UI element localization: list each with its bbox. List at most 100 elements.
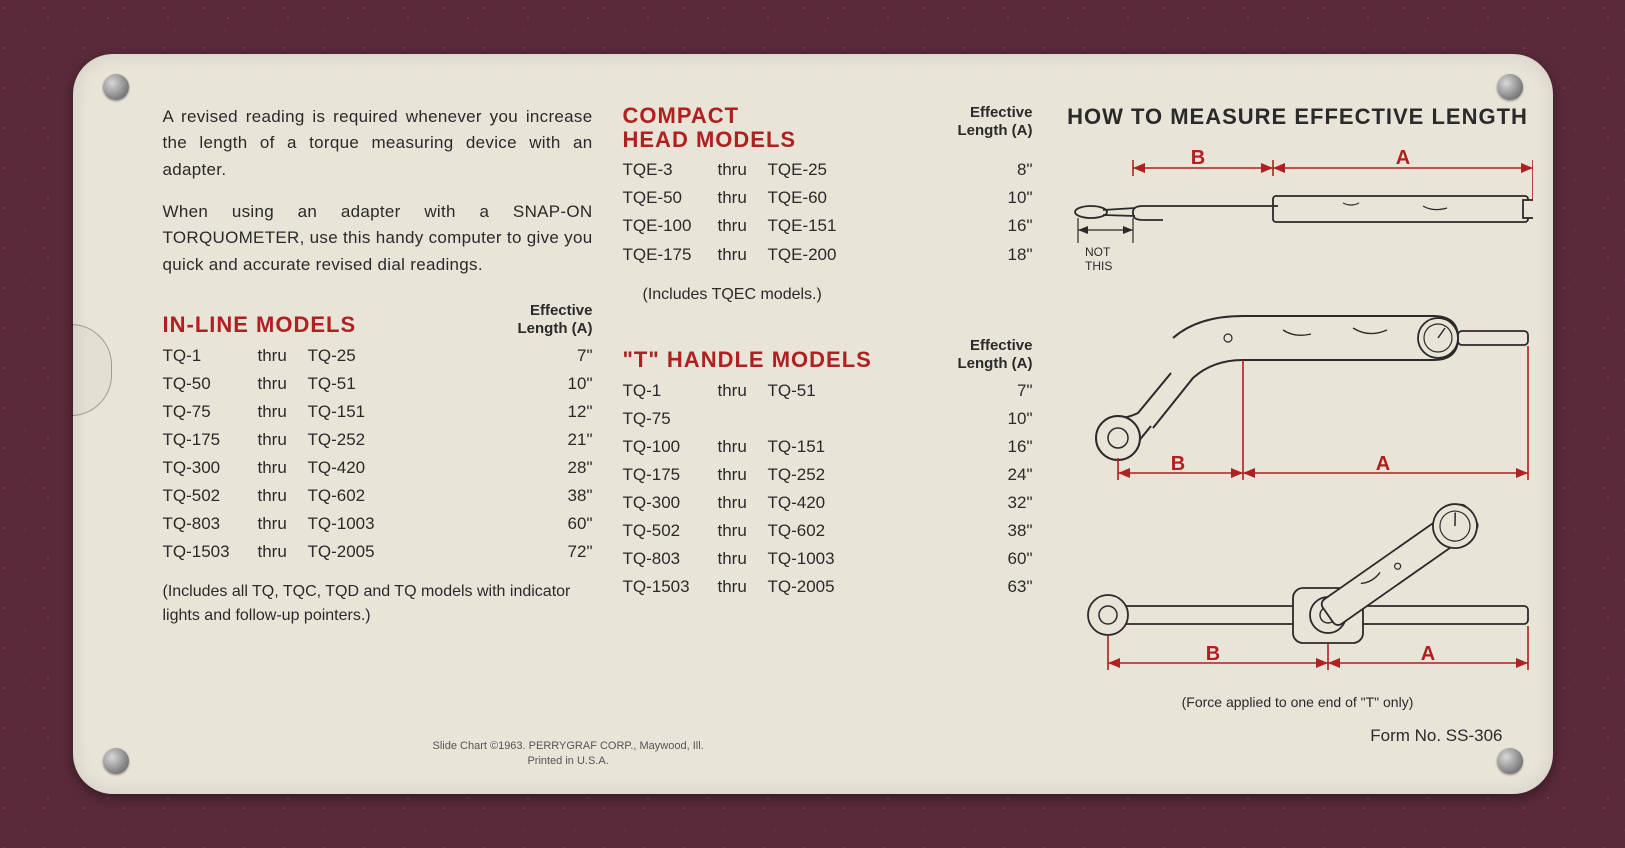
- diagram-compact-icon: B A: [1063, 298, 1533, 488]
- thru-label: thru: [718, 461, 768, 489]
- left-column: A revised reading is required whenever y…: [163, 104, 593, 754]
- rivet-icon: [103, 74, 129, 100]
- thru-label: thru: [718, 377, 768, 405]
- svg-text:NOT: NOT: [1085, 245, 1111, 259]
- compact-title: COMPACTHEAD MODELS: [623, 104, 797, 152]
- model-from: TQ-1: [163, 342, 258, 370]
- table-row: TQ-175thruTQ-25221": [163, 426, 593, 454]
- table-row: TQ-300thruTQ-42032": [623, 489, 1033, 517]
- table-row: TQ-502thruTQ-60238": [163, 482, 593, 510]
- svg-text:A: A: [1375, 453, 1389, 475]
- table-row: TQ-803thruTQ-100360": [163, 510, 593, 538]
- thru-label: thru: [718, 545, 768, 573]
- eff-header: Effective Length (A): [518, 302, 593, 338]
- model-from: TQ-300: [623, 489, 718, 517]
- table-row: TQ-803thruTQ-100360": [623, 545, 1033, 573]
- model-to: TQ-1003: [308, 510, 533, 538]
- model-from: TQ-175: [163, 426, 258, 454]
- table-row: TQ-1thruTQ-257": [163, 342, 593, 370]
- diagram-thandle-icon: B A: [1063, 488, 1533, 688]
- model-from: TQ-75: [163, 398, 258, 426]
- effective-length: 60": [533, 510, 593, 538]
- model-to: TQ-151: [768, 433, 973, 461]
- model-from: TQ-300: [163, 454, 258, 482]
- effective-length: 72": [533, 538, 593, 566]
- model-from: TQ-1503: [163, 538, 258, 566]
- effective-length: 8": [973, 156, 1033, 184]
- inline-note: (Includes all TQ, TQC, TQD and TQ models…: [163, 580, 593, 628]
- effective-length: 16": [973, 433, 1033, 461]
- model-from: TQ-1: [623, 377, 718, 405]
- model-to: TQ-252: [308, 426, 533, 454]
- diagram-inline-icon: B A NOT THIS: [1063, 148, 1533, 298]
- rivet-icon: [103, 748, 129, 774]
- intro-p1: A revised reading is required whenever y…: [163, 104, 593, 183]
- compact-table: TQE-3thruTQE-258"TQE-50thruTQE-6010"TQE-…: [623, 156, 1033, 268]
- table-row: TQ-300thruTQ-42028": [163, 454, 593, 482]
- model-from: TQE-50: [623, 184, 718, 212]
- model-to: TQ-2005: [308, 538, 533, 566]
- model-from: TQ-502: [623, 517, 718, 545]
- table-row: TQ-100thruTQ-15116": [623, 433, 1033, 461]
- model-to: TQE-60: [768, 184, 973, 212]
- thru-label: thru: [258, 510, 308, 538]
- table-row: TQ-502thruTQ-60238": [623, 517, 1033, 545]
- svg-text:THIS: THIS: [1085, 259, 1112, 273]
- thru-label: thru: [718, 573, 768, 601]
- model-from: TQ-803: [163, 510, 258, 538]
- model-to: TQE-25: [768, 156, 973, 184]
- thandle-title: "T" HANDLE MODELS: [623, 347, 872, 373]
- svg-text:A: A: [1395, 148, 1409, 169]
- form-number: Form No. SS-306: [1370, 726, 1502, 746]
- effective-length: 24": [973, 461, 1033, 489]
- table-row: TQE-50thruTQE-6010": [623, 184, 1033, 212]
- effective-length: 28": [533, 454, 593, 482]
- effective-length: 38": [533, 482, 593, 510]
- effective-length: 60": [973, 545, 1033, 573]
- model-to: TQ-25: [308, 342, 533, 370]
- model-to: TQ-51: [768, 377, 973, 405]
- eff-header: Effective Length (A): [958, 104, 1033, 140]
- model-to: TQE-151: [768, 212, 973, 240]
- model-to: TQ-51: [308, 370, 533, 398]
- table-row: TQ-1503thruTQ-200563": [623, 573, 1033, 601]
- thru-label: thru: [718, 156, 768, 184]
- middle-column: COMPACTHEAD MODELS Effective Length (A) …: [623, 104, 1033, 754]
- thru-label: thru: [718, 241, 768, 269]
- effective-length: 18": [973, 241, 1033, 269]
- model-from: TQ-100: [623, 433, 718, 461]
- table-row: TQ-75 10": [623, 405, 1033, 433]
- thru-label: thru: [258, 482, 308, 510]
- effective-length: 10": [973, 405, 1033, 433]
- model-to: TQ-1003: [768, 545, 973, 573]
- model-to: TQ-252: [768, 461, 973, 489]
- slide-chart-card: A revised reading is required whenever y…: [73, 54, 1553, 794]
- model-from: TQ-175: [623, 461, 718, 489]
- model-from: TQ-1503: [623, 573, 718, 601]
- copyright-text: Slide Chart ©1963. PERRYGRAF CORP., Mayw…: [433, 739, 704, 768]
- model-from: TQ-75: [623, 405, 718, 433]
- table-row: TQ-1thruTQ-517": [623, 377, 1033, 405]
- effective-length: 32": [973, 489, 1033, 517]
- model-to: TQE-200: [768, 241, 973, 269]
- effective-length: 7": [533, 342, 593, 370]
- diagram-caption: (Force applied to one end of "T" only): [1063, 694, 1533, 710]
- table-row: TQE-175thruTQE-20018": [623, 241, 1033, 269]
- model-from: TQE-3: [623, 156, 718, 184]
- intro-text: A revised reading is required whenever y…: [163, 104, 593, 278]
- effective-length: 38": [973, 517, 1033, 545]
- svg-text:B: B: [1170, 453, 1184, 475]
- table-row: TQ-175thruTQ-25224": [623, 461, 1033, 489]
- effective-length: 16": [973, 212, 1033, 240]
- model-to: TQ-602: [768, 517, 973, 545]
- eff-header: Effective Length (A): [958, 337, 1033, 373]
- inline-table: TQ-1thruTQ-257"TQ-50thruTQ-5110"TQ-75thr…: [163, 342, 593, 566]
- effective-length: 10": [973, 184, 1033, 212]
- effective-length: 21": [533, 426, 593, 454]
- thru-label: thru: [718, 212, 768, 240]
- model-to: TQ-420: [768, 489, 973, 517]
- thru-label: thru: [258, 426, 308, 454]
- model-from: TQ-502: [163, 482, 258, 510]
- table-row: TQE-100thruTQE-15116": [623, 212, 1033, 240]
- table-row: TQ-50thruTQ-5110": [163, 370, 593, 398]
